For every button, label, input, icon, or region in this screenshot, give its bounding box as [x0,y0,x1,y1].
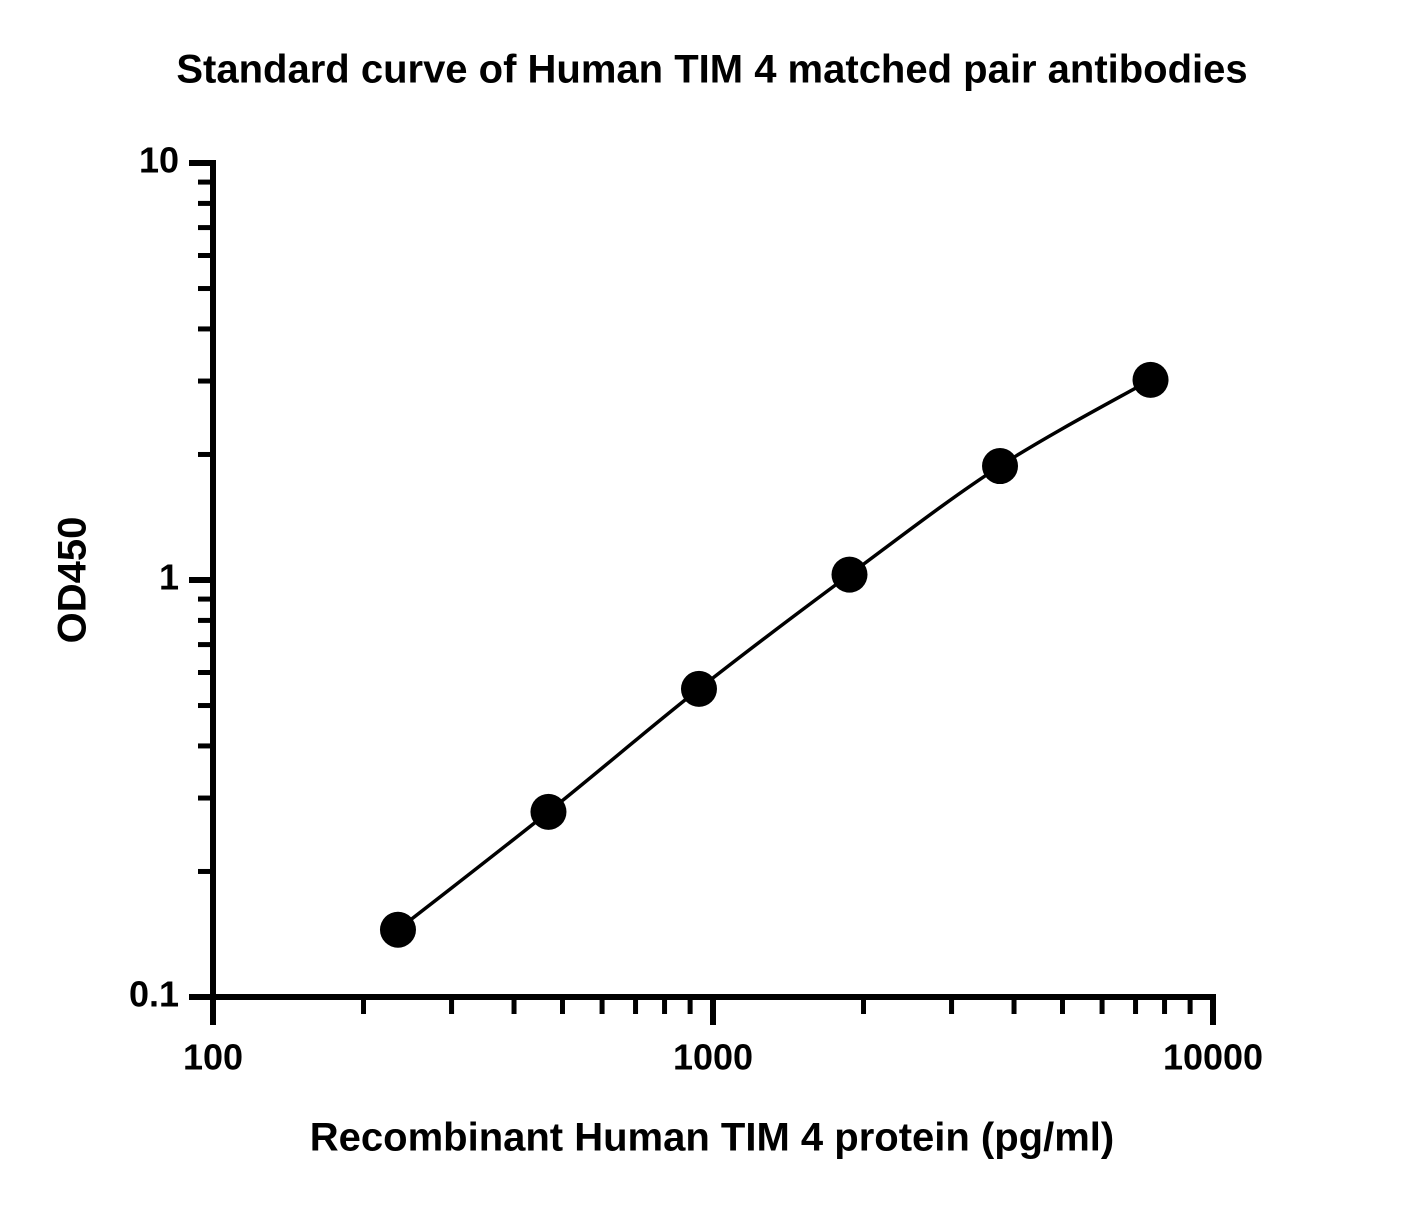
x-tick-label: 100 [183,1037,243,1078]
x-tick-label: 10000 [1163,1037,1263,1078]
data-point [1132,361,1169,398]
data-point [379,911,416,948]
data-point [530,793,567,830]
chart-title: Standard curve of Human TIM 4 matched pa… [176,48,1247,92]
y-tick-label: 1 [159,557,179,598]
y-axis-title: OD450 [51,517,95,644]
data-point [680,670,717,707]
x-axis-title: Recombinant Human TIM 4 protein (pg/ml) [310,1116,1114,1160]
y-tick-label: 10 [139,140,179,181]
x-tick-label: 1000 [673,1037,753,1078]
data-point [831,556,868,593]
data-point [982,448,1019,485]
y-tick-label: 0.1 [129,974,179,1015]
fit-curve [396,378,1152,932]
